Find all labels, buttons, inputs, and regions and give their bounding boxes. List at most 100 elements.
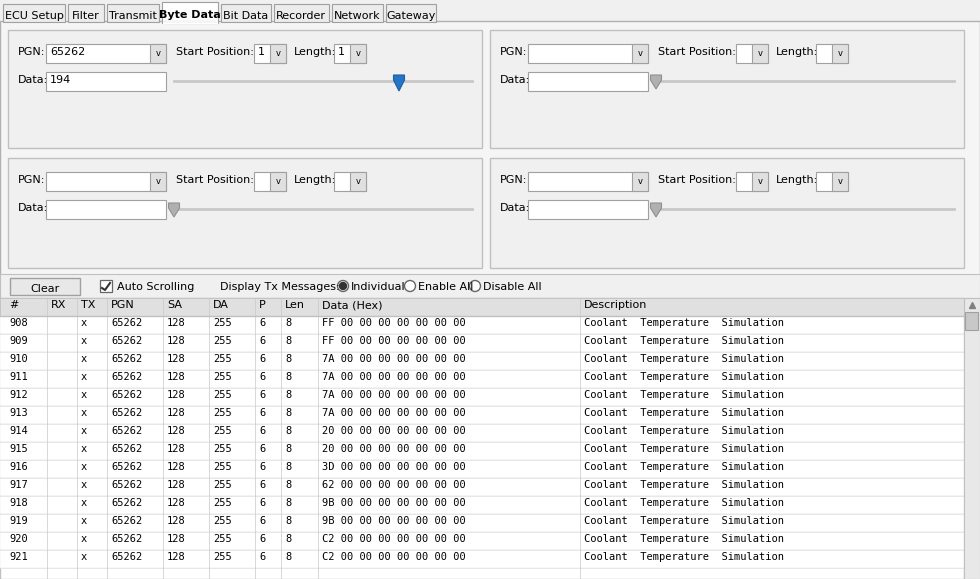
Text: x: x — [81, 462, 87, 472]
Text: x: x — [81, 534, 87, 544]
Bar — [736, 172, 768, 191]
Text: 8: 8 — [285, 390, 291, 400]
Bar — [0, 298, 964, 316]
Text: 255: 255 — [213, 408, 231, 418]
Bar — [0, 0, 980, 22]
Text: 6: 6 — [259, 462, 266, 472]
Text: FF 00 00 00 00 00 00 00: FF 00 00 00 00 00 00 00 — [322, 318, 466, 328]
Text: 6: 6 — [259, 408, 266, 418]
Text: 916: 916 — [9, 462, 27, 472]
Text: ECU Setup: ECU Setup — [5, 11, 64, 21]
Text: x: x — [81, 372, 87, 382]
Text: Start Position:: Start Position: — [658, 47, 736, 57]
Text: DA: DA — [213, 300, 229, 310]
Text: 8: 8 — [285, 354, 291, 364]
Text: Coolant  Temperature  Simulation: Coolant Temperature Simulation — [584, 462, 784, 472]
Text: C2 00 00 00 00 00 00 00: C2 00 00 00 00 00 00 00 — [322, 534, 466, 544]
Text: 128: 128 — [167, 444, 186, 454]
Text: 65262: 65262 — [111, 354, 142, 364]
Bar — [528, 44, 648, 63]
Text: Coolant  Temperature  Simulation: Coolant Temperature Simulation — [584, 408, 784, 418]
Bar — [0, 532, 964, 550]
Polygon shape — [651, 75, 662, 89]
Text: 255: 255 — [213, 498, 231, 508]
Polygon shape — [169, 203, 179, 217]
Text: 20 00 00 00 00 00 00 00: 20 00 00 00 00 00 00 00 — [322, 444, 466, 454]
Bar — [163, 22, 218, 24]
Text: x: x — [81, 498, 87, 508]
Text: #: # — [9, 300, 19, 310]
Bar — [274, 4, 329, 22]
Text: Start Position:: Start Position: — [658, 175, 736, 185]
Text: PGN:: PGN: — [500, 175, 527, 185]
Bar — [0, 274, 980, 298]
Bar — [254, 44, 286, 63]
Bar — [0, 442, 964, 460]
Bar — [0, 352, 964, 370]
Bar — [350, 44, 366, 63]
Text: Length:: Length: — [294, 175, 336, 185]
Text: Individual: Individual — [351, 282, 406, 292]
Bar — [221, 4, 271, 22]
Bar — [632, 172, 648, 191]
Text: RX: RX — [51, 300, 67, 310]
Text: 7A 00 00 00 00 00 00 00: 7A 00 00 00 00 00 00 00 — [322, 390, 466, 400]
Text: 919: 919 — [9, 516, 27, 526]
Text: v: v — [156, 178, 161, 186]
Text: x: x — [81, 408, 87, 418]
Text: 8: 8 — [285, 462, 291, 472]
Bar — [10, 278, 80, 295]
Text: 9B 00 00 00 00 00 00 00: 9B 00 00 00 00 00 00 00 — [322, 516, 466, 526]
Circle shape — [337, 280, 349, 291]
Text: 8: 8 — [285, 444, 291, 454]
Text: 909: 909 — [9, 336, 27, 346]
Text: 255: 255 — [213, 390, 231, 400]
Text: x: x — [81, 354, 87, 364]
Text: 8: 8 — [285, 318, 291, 328]
Text: v: v — [356, 178, 361, 186]
Text: Coolant  Temperature  Simulation: Coolant Temperature Simulation — [584, 390, 784, 400]
Bar — [736, 44, 768, 63]
Text: 128: 128 — [167, 372, 186, 382]
Text: Coolant  Temperature  Simulation: Coolant Temperature Simulation — [584, 426, 784, 436]
Text: Start Position:: Start Position: — [176, 175, 254, 185]
Circle shape — [469, 280, 480, 291]
Text: 8: 8 — [285, 552, 291, 562]
Text: v: v — [758, 178, 762, 186]
Bar — [332, 4, 383, 22]
Text: 6: 6 — [259, 480, 266, 490]
Text: Coolant  Temperature  Simulation: Coolant Temperature Simulation — [584, 444, 784, 454]
Text: Data:: Data: — [500, 203, 530, 213]
Polygon shape — [651, 203, 662, 217]
Text: Coolant  Temperature  Simulation: Coolant Temperature Simulation — [584, 534, 784, 544]
Text: Coolant  Temperature  Simulation: Coolant Temperature Simulation — [584, 354, 784, 364]
Text: 8: 8 — [285, 372, 291, 382]
Text: 65262: 65262 — [111, 426, 142, 436]
Bar — [752, 172, 768, 191]
Text: Coolant  Temperature  Simulation: Coolant Temperature Simulation — [584, 552, 784, 562]
Text: 6: 6 — [259, 390, 266, 400]
Text: Length:: Length: — [294, 47, 336, 57]
Bar — [632, 44, 648, 63]
Bar — [0, 496, 964, 514]
Text: 128: 128 — [167, 390, 186, 400]
Text: v: v — [758, 49, 762, 58]
Text: 7A 00 00 00 00 00 00 00: 7A 00 00 00 00 00 00 00 — [322, 372, 466, 382]
Bar — [68, 4, 104, 22]
Text: Disable All: Disable All — [483, 282, 542, 292]
Text: x: x — [81, 552, 87, 562]
Text: 62 00 00 00 00 00 00 00: 62 00 00 00 00 00 00 00 — [322, 480, 466, 490]
Text: v: v — [275, 178, 280, 186]
Text: 8: 8 — [285, 516, 291, 526]
Bar — [965, 312, 978, 330]
Text: Description: Description — [584, 300, 648, 310]
Bar — [528, 172, 648, 191]
Text: 917: 917 — [9, 480, 27, 490]
Text: 920: 920 — [9, 534, 27, 544]
Text: Auto Scrolling: Auto Scrolling — [117, 282, 194, 292]
Text: 8: 8 — [285, 336, 291, 346]
Bar — [163, 20, 217, 23]
Bar — [528, 200, 648, 219]
Bar — [0, 550, 964, 568]
Text: 65262: 65262 — [111, 390, 142, 400]
